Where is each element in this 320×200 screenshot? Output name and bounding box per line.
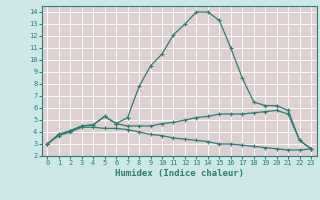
X-axis label: Humidex (Indice chaleur): Humidex (Indice chaleur) (115, 169, 244, 178)
